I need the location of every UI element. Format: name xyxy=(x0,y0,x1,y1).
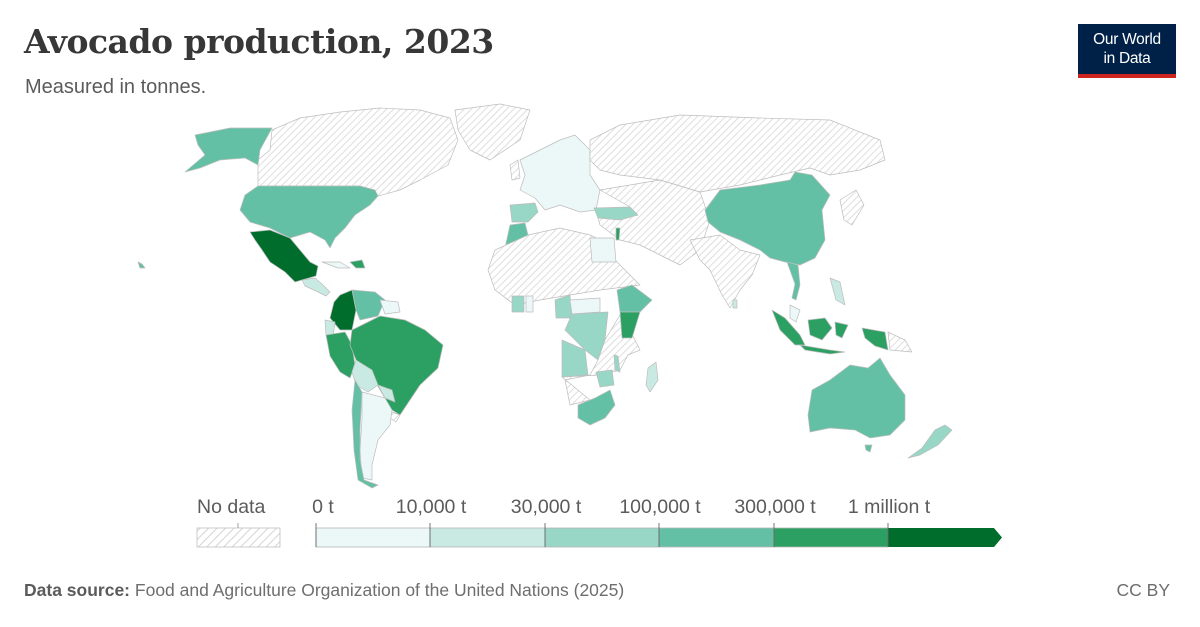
legend-tick-4: 300,000 t xyxy=(734,496,816,518)
region-mexico[interactable] xyxy=(249,229,319,283)
logo-line-2: in Data xyxy=(1103,50,1151,67)
region-india[interactable] xyxy=(689,234,761,309)
region-west-asia[interactable] xyxy=(597,179,711,266)
region-dominican-republic[interactable] xyxy=(349,259,366,269)
legend-bin-2 xyxy=(544,527,660,548)
region-madagascar[interactable] xyxy=(645,361,659,393)
region-car[interactable] xyxy=(569,297,601,315)
region-ivory-coast[interactable] xyxy=(511,295,525,313)
region-japan[interactable] xyxy=(839,189,865,226)
region-indonesia-sumatra[interactable] xyxy=(771,309,806,346)
legend-bin-5 xyxy=(888,528,1002,547)
region-indonesia-papua[interactable] xyxy=(861,327,889,351)
region-zimbabwe[interactable] xyxy=(595,369,615,388)
region-bolivia[interactable] xyxy=(351,359,379,393)
region-europe[interactable] xyxy=(519,134,601,213)
region-argentina[interactable] xyxy=(359,391,393,481)
legend-bin-0 xyxy=(315,527,431,548)
region-indonesia-borneo[interactable] xyxy=(807,317,833,341)
region-australia[interactable] xyxy=(807,357,906,439)
chart-title: Avocado production, 2023 xyxy=(24,22,494,61)
legend-no-data-label: No data xyxy=(197,496,266,518)
region-new-zealand[interactable] xyxy=(907,424,953,459)
region-canada[interactable] xyxy=(257,107,459,197)
region-kenya[interactable] xyxy=(619,311,641,339)
region-uk[interactable] xyxy=(509,159,521,181)
region-indonesia-sulawesi[interactable] xyxy=(834,321,849,339)
region-ghana[interactable] xyxy=(525,295,534,313)
data-source: Data source: Food and Agriculture Organi… xyxy=(24,580,624,601)
owid-logo[interactable]: Our World in Data xyxy=(1078,24,1176,78)
region-chile[interactable] xyxy=(351,379,379,489)
data-source-text[interactable]: Food and Agriculture Organization of the… xyxy=(134,580,625,600)
world-map xyxy=(137,103,953,489)
region-vietnam[interactable] xyxy=(786,261,801,301)
region-alaska[interactable] xyxy=(184,127,273,173)
region-russia[interactable] xyxy=(589,114,886,193)
region-angola[interactable] xyxy=(561,339,589,378)
region-egypt[interactable] xyxy=(589,237,617,263)
region-tasmania[interactable] xyxy=(864,444,873,453)
legend-tick-5: 1 million t xyxy=(847,496,931,518)
color-legend: No data 0 t 10,000 t 30,000 t 100,000 t … xyxy=(0,490,1200,560)
region-greenland[interactable] xyxy=(454,103,531,161)
region-southern-africa[interactable] xyxy=(561,314,641,406)
legend-tick-2: 30,000 t xyxy=(510,496,582,518)
region-central-america[interactable] xyxy=(301,277,331,297)
legend-bin-3 xyxy=(658,527,775,548)
region-malawi[interactable] xyxy=(613,354,621,373)
region-israel[interactable] xyxy=(615,227,621,241)
region-malaysia[interactable] xyxy=(789,304,801,323)
region-spain[interactable] xyxy=(509,202,539,223)
legend-bin-4 xyxy=(773,527,889,548)
region-venezuela[interactable] xyxy=(351,289,386,321)
region-cuba[interactable] xyxy=(321,261,351,269)
legend-tick-0: 0 t xyxy=(312,496,334,518)
region-png[interactable] xyxy=(887,331,913,353)
region-south-africa[interactable] xyxy=(577,389,616,426)
region-indonesia-java[interactable] xyxy=(799,344,846,355)
license-link[interactable]: CC BY xyxy=(1116,580,1170,600)
region-sri-lanka[interactable] xyxy=(732,299,738,309)
region-paraguay[interactable] xyxy=(377,384,396,403)
region-guianas[interactable] xyxy=(379,299,401,315)
region-usa[interactable] xyxy=(239,185,379,249)
region-china[interactable] xyxy=(704,171,831,266)
logo-line-1: Our World xyxy=(1093,31,1161,48)
region-hawaii[interactable] xyxy=(137,261,146,269)
data-source-label: Data source: xyxy=(24,580,131,600)
legend-tick-3: 100,000 t xyxy=(619,496,701,518)
legend-scale xyxy=(196,523,1002,548)
legend-tick-1: 10,000 t xyxy=(395,496,467,518)
legend-no-data-swatch xyxy=(196,527,281,548)
region-dr-congo[interactable] xyxy=(564,311,609,361)
region-cameroon[interactable] xyxy=(554,294,573,319)
region-philippines[interactable] xyxy=(829,277,846,306)
chart-subtitle: Measured in tonnes. xyxy=(25,76,207,98)
legend-bin-1 xyxy=(429,527,546,548)
region-ethiopia[interactable] xyxy=(616,284,653,313)
